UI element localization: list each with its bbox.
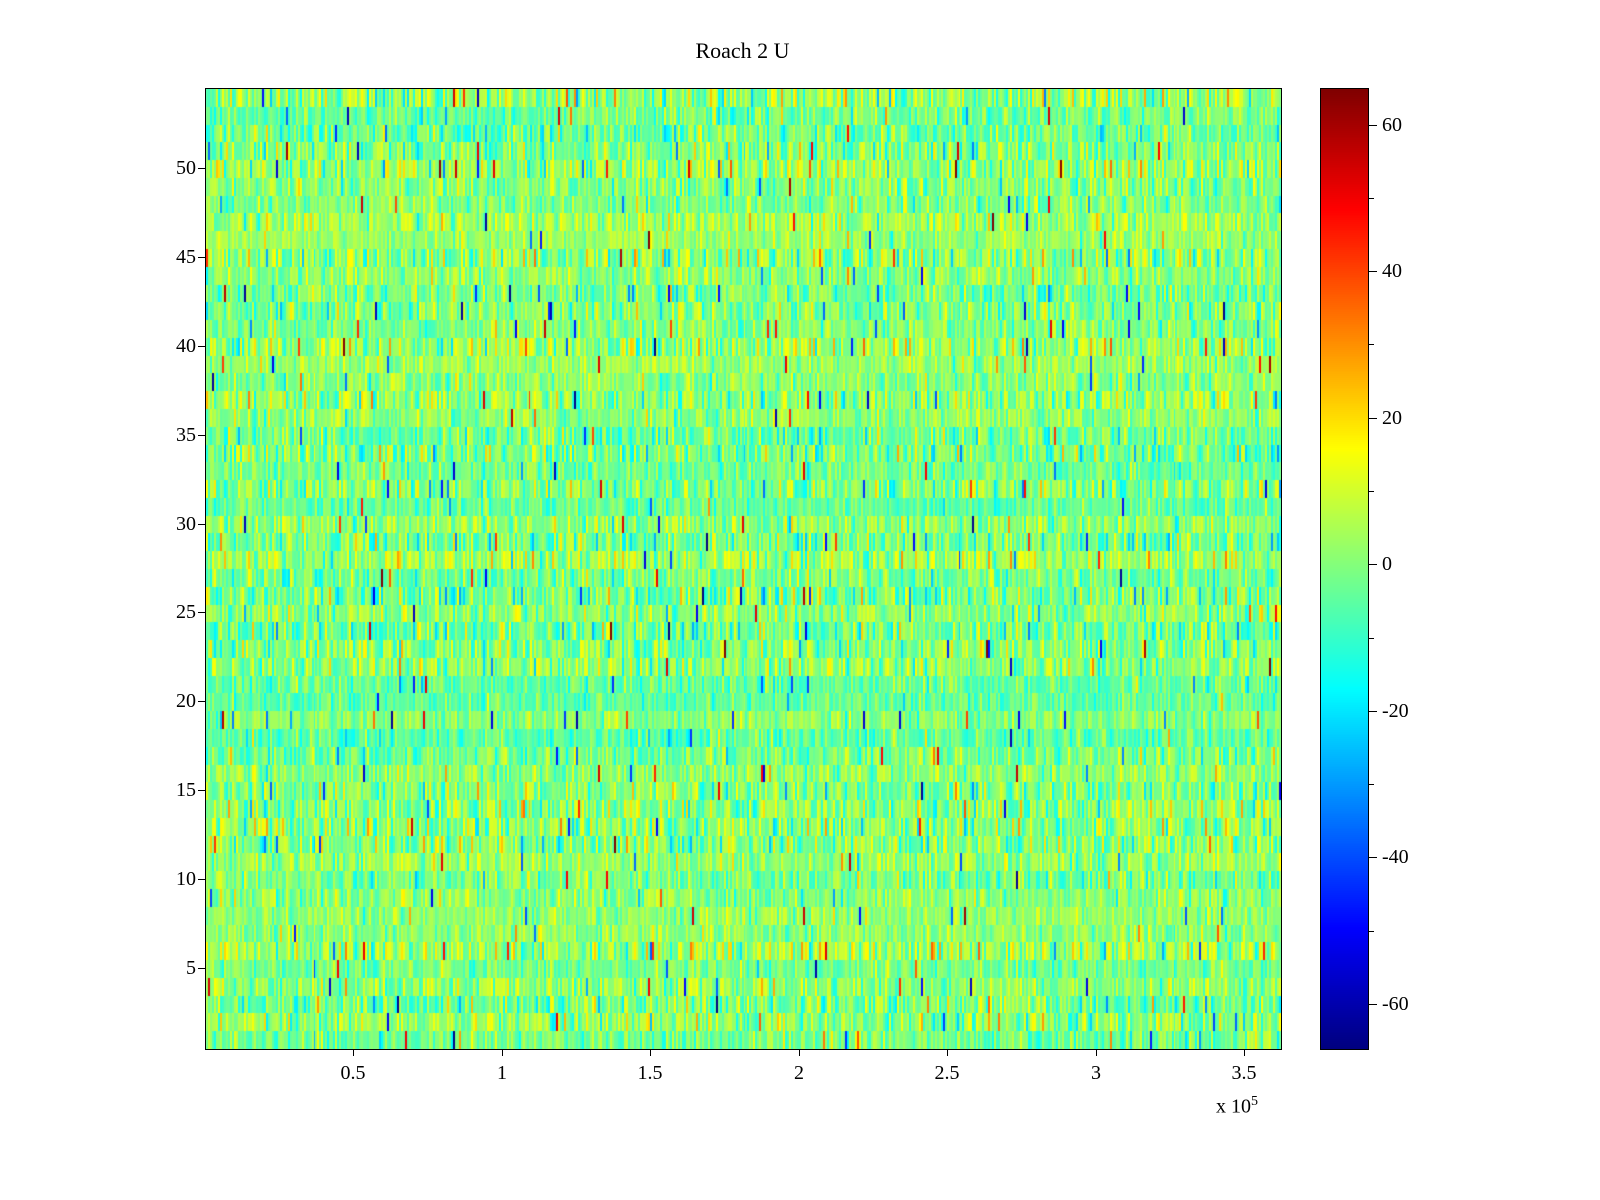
colorbar-tick-mark [1369, 711, 1377, 712]
y-tick-mark [198, 790, 205, 791]
x-tick-mark [1244, 1049, 1245, 1056]
x-tick-label: 3.5 [1231, 1062, 1257, 1084]
y-tick-label: 50 [176, 157, 196, 179]
x-exponent-prefix: x 10 [1216, 1095, 1251, 1118]
colorbar-minor-tick-mark [1369, 491, 1374, 492]
y-tick-mark [198, 168, 205, 169]
colorbar-minor-tick-mark [1369, 784, 1374, 785]
y-tick-mark [198, 879, 205, 880]
x-tick-label: 0.5 [340, 1062, 366, 1084]
x-axis-exponent-label: x 105 [1216, 1094, 1258, 1119]
x-tick-mark [502, 1049, 503, 1056]
y-tick-mark [198, 524, 205, 525]
y-tick-label: 5 [186, 957, 196, 979]
y-tick-label: 10 [176, 868, 196, 890]
colorbar-tick-mark [1369, 857, 1377, 858]
colorbar-minor-tick-mark [1369, 931, 1374, 932]
colorbar-tick-label: 40 [1382, 260, 1402, 282]
colorbar-tick-label: 60 [1382, 114, 1402, 136]
y-tick-mark [198, 435, 205, 436]
colorbar-tick-label: -40 [1382, 846, 1409, 868]
x-tick-mark [353, 1049, 354, 1056]
x-tick-mark [1096, 1049, 1097, 1056]
colorbar-tick-label: 20 [1382, 407, 1402, 429]
y-tick-mark [198, 701, 205, 702]
colorbar-tick-label: -60 [1382, 993, 1409, 1015]
y-tick-label: 20 [176, 690, 196, 712]
colorbar-minor-tick-mark [1369, 198, 1374, 199]
chart-title: Roach 2 U [695, 38, 790, 63]
y-tick-label: 25 [176, 601, 196, 623]
heatmap-plot-area [205, 88, 1282, 1050]
colorbar [1320, 88, 1369, 1050]
y-tick-mark [198, 968, 205, 969]
y-tick-label: 40 [176, 335, 196, 357]
colorbar-minor-tick-mark [1369, 344, 1374, 345]
x-tick-mark [799, 1049, 800, 1056]
y-tick-mark [198, 346, 205, 347]
colorbar-gradient [1321, 89, 1368, 1049]
colorbar-tick-mark [1369, 125, 1377, 126]
y-tick-label: 45 [176, 246, 196, 268]
colorbar-tick-mark [1369, 1004, 1377, 1005]
x-tick-mark [650, 1049, 651, 1056]
y-tick-label: 35 [176, 424, 196, 446]
colorbar-tick-mark [1369, 418, 1377, 419]
colorbar-tick-mark [1369, 271, 1377, 272]
x-tick-label: 1 [497, 1062, 507, 1084]
y-tick-mark [198, 612, 205, 613]
x-tick-label: 2.5 [934, 1062, 960, 1084]
y-tick-label: 15 [176, 779, 196, 801]
y-tick-mark [198, 257, 205, 258]
x-tick-label: 2 [794, 1062, 804, 1084]
x-tick-label: 1.5 [637, 1062, 663, 1084]
colorbar-tick-label: -20 [1382, 700, 1409, 722]
colorbar-tick-mark [1369, 564, 1377, 565]
x-tick-label: 3 [1091, 1062, 1101, 1084]
colorbar-tick-label: 0 [1382, 553, 1392, 575]
colorbar-minor-tick-mark [1369, 638, 1374, 639]
heatmap-image [206, 89, 1281, 1049]
y-tick-label: 30 [176, 513, 196, 535]
x-tick-mark [947, 1049, 948, 1056]
x-exponent-value: 5 [1251, 1094, 1258, 1109]
